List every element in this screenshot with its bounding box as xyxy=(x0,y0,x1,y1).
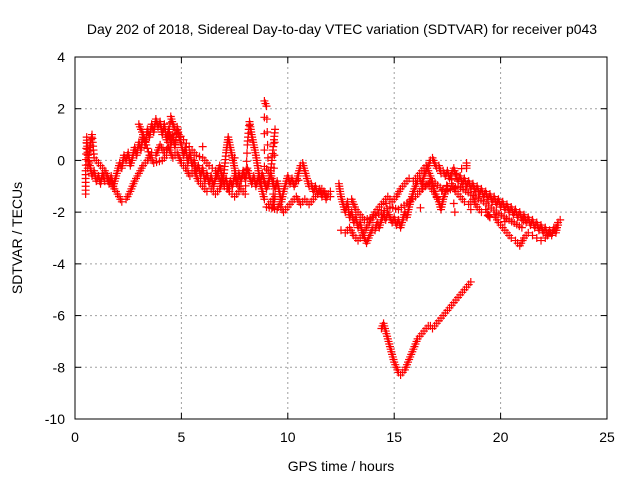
data-point xyxy=(545,228,554,237)
data-point xyxy=(537,236,546,245)
data-point xyxy=(163,144,172,153)
data-point xyxy=(144,147,153,156)
y-axis-ticks: 4 2 0 -2 -4 -6 -8 -10 xyxy=(45,49,607,427)
data-point xyxy=(262,115,271,124)
grid xyxy=(75,57,607,419)
data-point xyxy=(442,181,451,190)
data-point xyxy=(466,277,475,286)
y-tick-label: 0 xyxy=(57,152,65,168)
data-point xyxy=(507,234,516,242)
data-point xyxy=(117,197,126,206)
data-point xyxy=(532,234,541,242)
data-point xyxy=(242,165,251,174)
series-trace-evening-branches xyxy=(337,159,563,250)
data-point xyxy=(260,178,269,187)
data-point xyxy=(263,127,272,136)
data-point xyxy=(466,205,475,214)
x-tick-label: 5 xyxy=(178,429,186,445)
data-point xyxy=(437,187,446,196)
data-point xyxy=(485,212,494,221)
data-point xyxy=(230,153,239,162)
data-point xyxy=(269,164,278,173)
y-tick-label: -2 xyxy=(53,204,66,220)
data-point xyxy=(449,199,458,208)
y-tick-label: -4 xyxy=(53,256,66,272)
x-axis-label: GPS time / hours xyxy=(288,458,395,474)
series-trace-dip xyxy=(377,277,475,380)
data-point xyxy=(269,177,278,186)
data-point xyxy=(450,208,459,217)
data-point xyxy=(519,216,528,225)
series-trace-evening xyxy=(334,153,565,248)
plot-area xyxy=(81,96,565,380)
data-point xyxy=(242,157,251,166)
data-point xyxy=(241,190,250,199)
data-point xyxy=(234,187,243,196)
x-tick-label: 0 xyxy=(71,429,79,445)
data-point xyxy=(260,195,269,204)
data-point xyxy=(163,138,172,147)
data-point xyxy=(142,140,151,149)
data-point xyxy=(517,223,526,232)
data-point xyxy=(141,137,150,146)
data-point xyxy=(528,231,537,240)
data-point xyxy=(262,102,271,111)
chart-title: Day 202 of 2018, Sidereal Day-to-day VTE… xyxy=(87,21,597,37)
data-point xyxy=(416,203,425,212)
data-point xyxy=(243,149,252,158)
data-point xyxy=(162,151,171,160)
data-point xyxy=(262,165,271,174)
data-point xyxy=(140,134,149,143)
x-tick-label: 15 xyxy=(386,429,402,445)
data-point xyxy=(483,211,492,220)
x-tick-label: 25 xyxy=(599,429,615,445)
data-point xyxy=(143,144,152,153)
data-point xyxy=(432,192,441,201)
x-axis-ticks: 0 5 10 15 20 25 xyxy=(71,57,615,445)
data-point xyxy=(263,140,272,149)
y-axis-label: SDTVAR / TECUs xyxy=(9,182,25,294)
data-point xyxy=(326,187,335,196)
y-tick-label: -8 xyxy=(53,359,66,375)
data-point xyxy=(382,199,391,208)
data-point xyxy=(270,138,279,147)
data-point xyxy=(462,164,471,173)
data-point xyxy=(198,142,207,151)
data-point xyxy=(322,190,331,199)
data-point xyxy=(139,130,148,139)
y-tick-label: -10 xyxy=(45,411,65,427)
data-point xyxy=(164,131,173,140)
y-tick-label: -6 xyxy=(53,308,66,324)
data-point xyxy=(294,176,303,185)
data-point xyxy=(270,151,279,160)
data-point xyxy=(500,217,509,226)
series-trace-branches xyxy=(83,96,335,217)
x-tick-label: 10 xyxy=(280,429,296,445)
data-point xyxy=(524,228,533,237)
data-point xyxy=(556,215,565,224)
data-point xyxy=(554,221,563,230)
x-tick-label: 20 xyxy=(493,429,509,445)
y-tick-label: 2 xyxy=(57,101,65,117)
data-point xyxy=(260,146,269,155)
plot-frame xyxy=(74,56,608,420)
data-point xyxy=(271,125,280,134)
data-point xyxy=(241,181,250,190)
data-point xyxy=(241,173,250,182)
data-point xyxy=(447,175,456,184)
y-tick-label: 4 xyxy=(57,49,65,65)
data-point xyxy=(452,170,461,179)
